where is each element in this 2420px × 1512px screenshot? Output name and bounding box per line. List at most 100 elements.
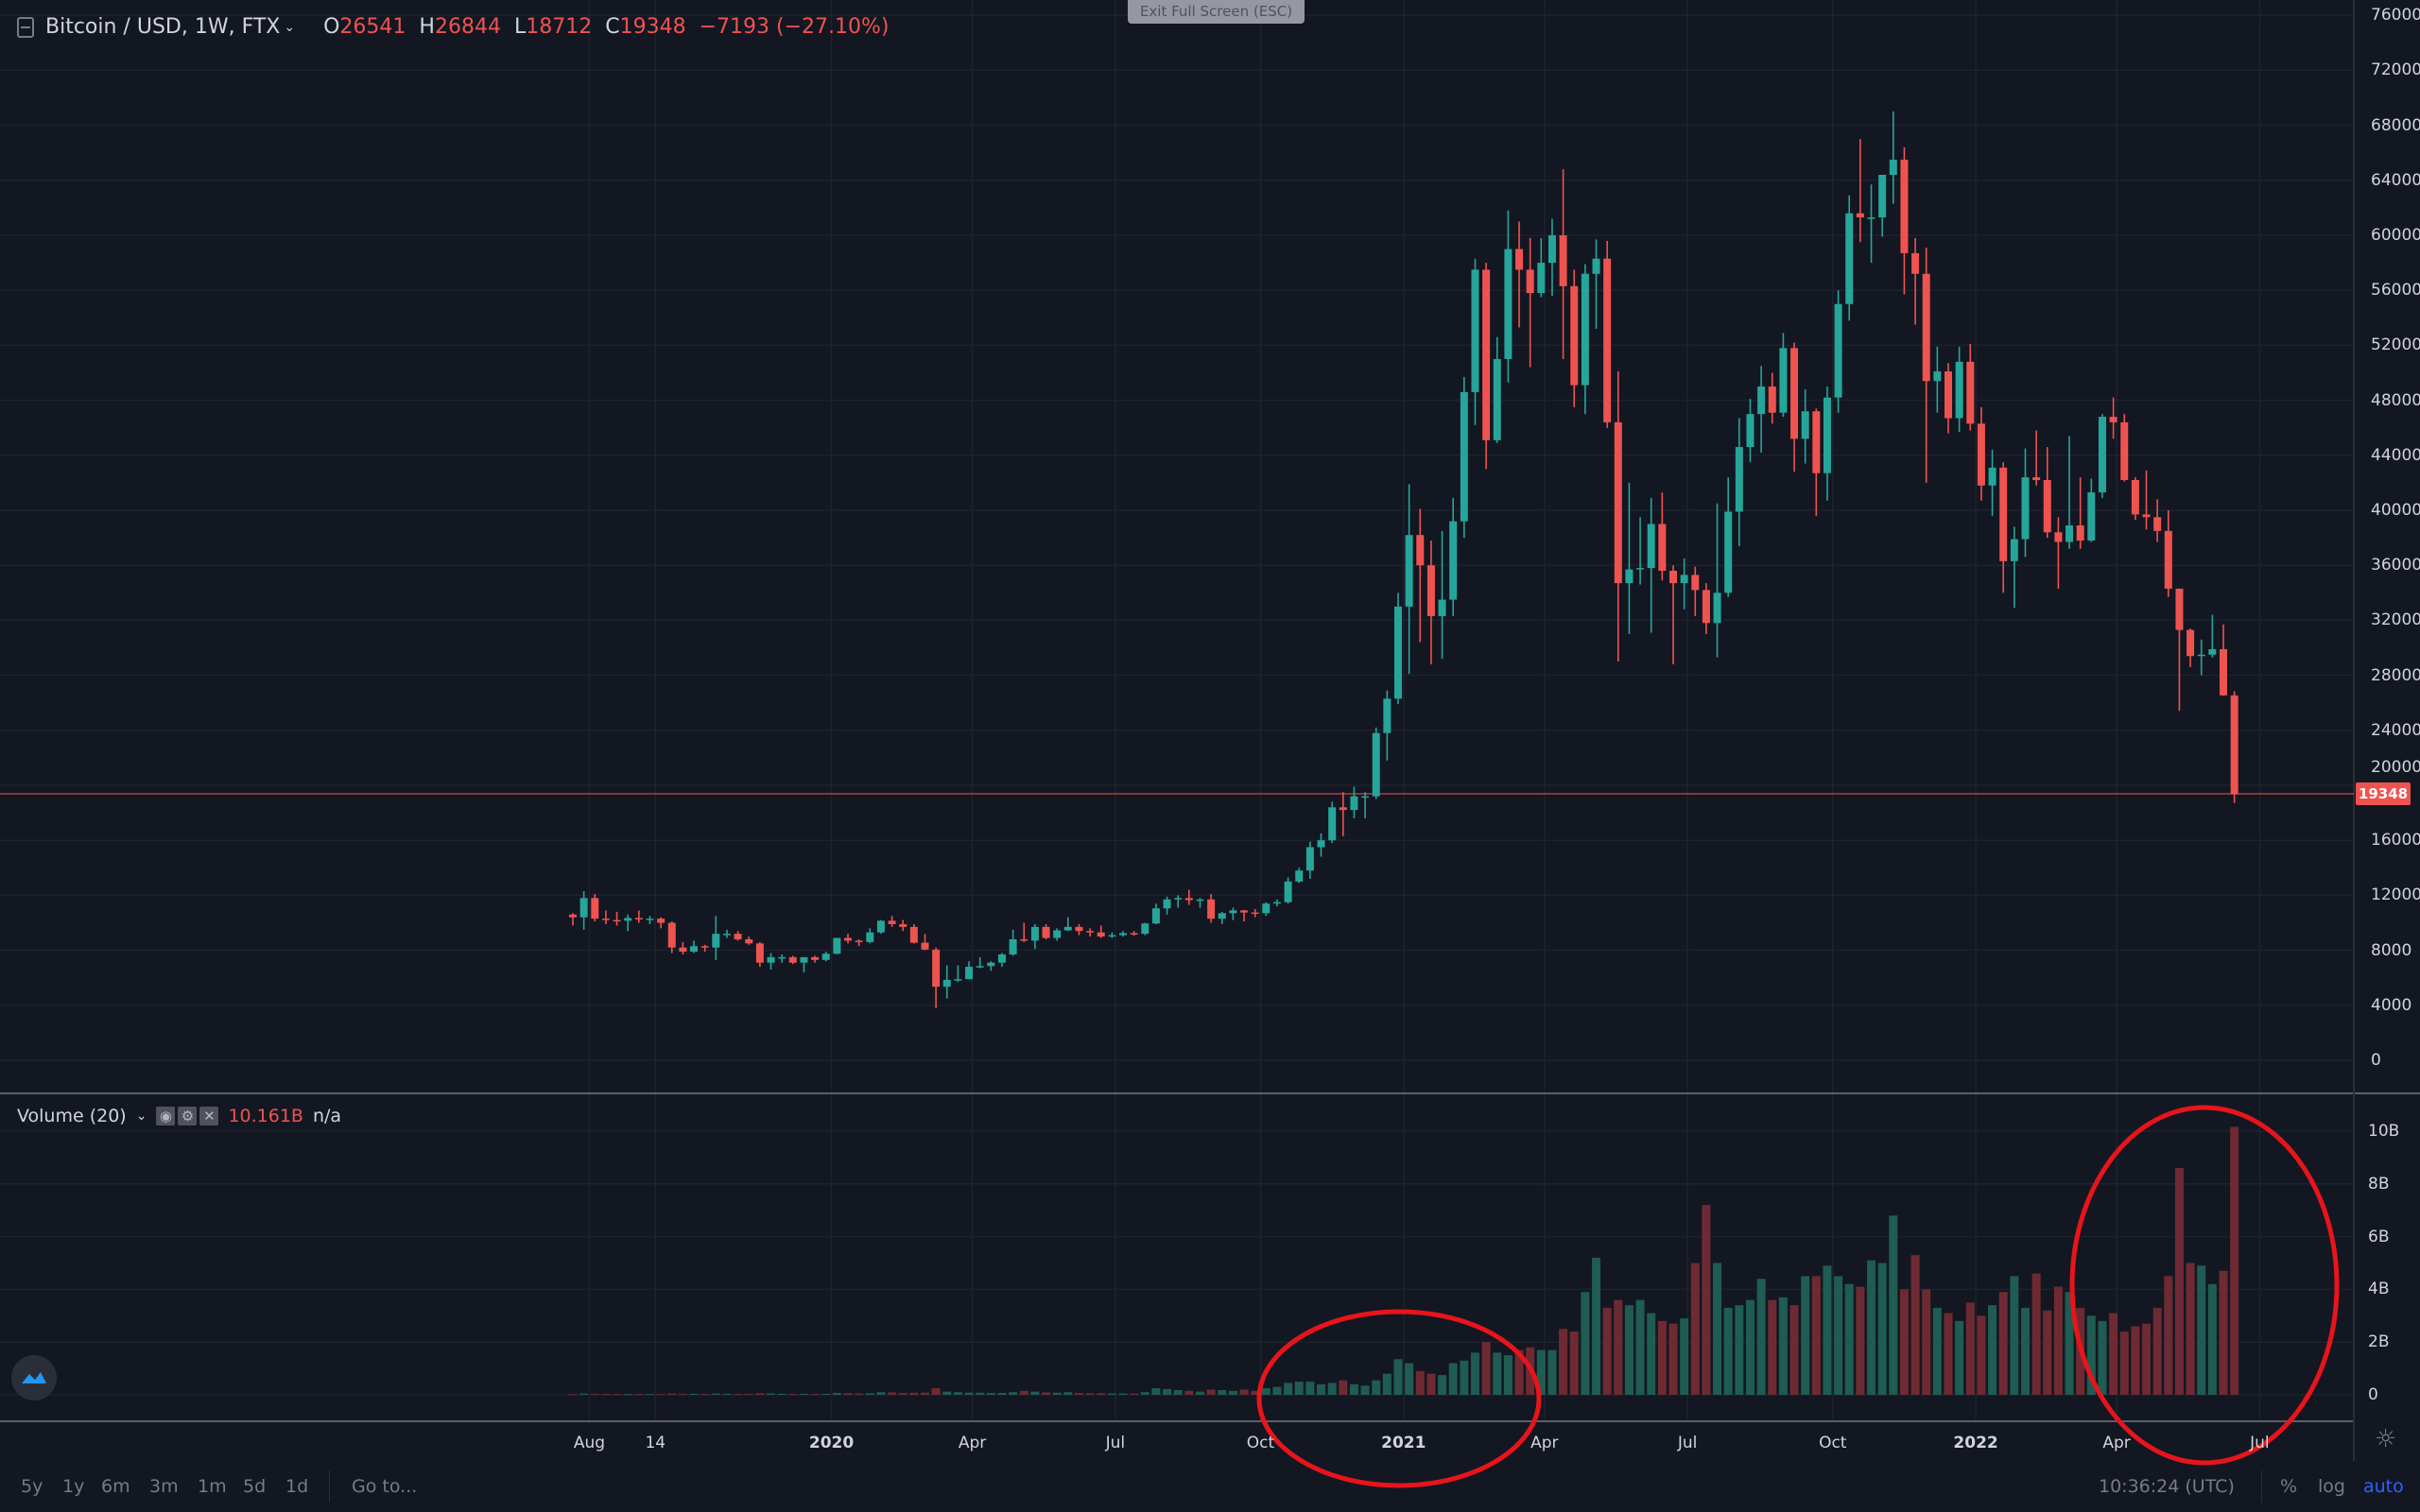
annotation-ellipse-2022[interactable]: [2069, 1105, 2340, 1466]
bottom-toolbar: 5y 1y 6m 3m 1m 5d 1d Go to... 10:36:24 (…: [0, 1461, 2420, 1512]
volume-tick: 6B: [2368, 1227, 2390, 1246]
settings-gear-icon[interactable]: ☼: [2375, 1425, 2397, 1453]
price-tick: 52000: [2371, 335, 2420, 355]
candle-body: [2164, 530, 2172, 589]
volume-bar: [1834, 1276, 1843, 1395]
eye-icon[interactable]: ◉: [156, 1107, 176, 1125]
gear-icon[interactable]: ⚙: [178, 1107, 198, 1125]
price-tick: 8000: [2371, 940, 2412, 960]
volume-bar: [1239, 1389, 1249, 1395]
volume-bar: [601, 1394, 611, 1396]
volume-bar: [1624, 1305, 1634, 1395]
volume-bar: [1163, 1388, 1172, 1395]
volume-tick: 2B: [2368, 1332, 2390, 1352]
candle-body: [1361, 796, 1370, 799]
percent-toggle[interactable]: %: [2280, 1476, 2298, 1497]
candle-body: [1999, 467, 2008, 561]
candle-body: [1130, 933, 1138, 935]
volume-bar: [2086, 1315, 2096, 1395]
candle-body: [1305, 847, 1314, 871]
candle-body: [591, 898, 599, 919]
volume-bar: [2065, 1292, 2074, 1395]
volume-bar: [579, 1393, 589, 1395]
price-tick: 56000: [2371, 281, 2420, 301]
volume-bar: [1889, 1215, 1898, 1395]
volume-bar: [1405, 1363, 1414, 1395]
volume-bar: [1702, 1205, 1711, 1395]
candle-body: [2076, 525, 2084, 541]
collapse-legend-icon[interactable]: [17, 16, 34, 38]
price-tick: 32000: [2371, 610, 2420, 630]
symbol-title[interactable]: Bitcoin / USD, 1W, FTX: [45, 15, 281, 39]
candle-body: [1229, 910, 1237, 914]
volume-bar: [1602, 1307, 1612, 1395]
exit-fullscreen-tooltip[interactable]: Exit Full Screen (ESC): [1128, 0, 1305, 24]
volume-bar: [1030, 1391, 1040, 1395]
volume-bar: [964, 1392, 974, 1395]
volume-tick: 8B: [2368, 1174, 2390, 1194]
volume-bar: [734, 1394, 743, 1396]
volume-bar: [799, 1393, 808, 1395]
candle-body: [876, 920, 885, 933]
volume-bar: [1867, 1260, 1876, 1395]
volume-bar: [1218, 1389, 1227, 1395]
volume-tick: 4B: [2368, 1280, 2390, 1299]
annotation-ellipse-2020-2021[interactable]: [1256, 1309, 1542, 1488]
candle-body: [1812, 411, 1821, 473]
clock[interactable]: 10:36:24 (UTC): [2099, 1476, 2235, 1497]
volume-bar: [1448, 1363, 1458, 1395]
volume-bar: [2207, 1283, 2217, 1395]
goto-button[interactable]: Go to...: [352, 1476, 418, 1497]
volume-bar: [2174, 1168, 2184, 1395]
candle-body: [1625, 569, 1634, 584]
range-1m[interactable]: 1m: [198, 1476, 227, 1497]
range-5y[interactable]: 5y: [21, 1476, 43, 1497]
auto-toggle[interactable]: auto: [2363, 1476, 2404, 1497]
candle-body: [1526, 269, 1534, 294]
volume-bar: [1647, 1313, 1656, 1395]
volume-bar: [1294, 1382, 1304, 1395]
volume-bar: [1349, 1383, 1358, 1395]
volume-bar: [1910, 1255, 1920, 1395]
chevron-down-icon[interactable]: ⌄: [135, 1108, 147, 1124]
candle-body: [2142, 514, 2151, 518]
volume-bar: [1735, 1305, 1744, 1395]
chevron-down-icon[interactable]: ⌄: [284, 19, 296, 35]
candle-body: [1372, 732, 1380, 797]
candle-body: [2197, 654, 2205, 657]
volume-bar: [1635, 1299, 1645, 1395]
candle-body: [888, 920, 896, 924]
candle-body: [2153, 517, 2162, 531]
volume-bar: [590, 1393, 599, 1395]
volume-bar: [1261, 1388, 1270, 1395]
volume-bar: [1680, 1318, 1689, 1395]
volume-bar: [876, 1392, 886, 1395]
volume-bar: [1877, 1263, 1887, 1395]
volume-bar: [1569, 1332, 1579, 1395]
volume-tick: 10B: [2368, 1122, 2400, 1141]
tradingview-logo[interactable]: [11, 1355, 57, 1400]
volume-bar: [1481, 1342, 1491, 1395]
volume-bar: [888, 1392, 897, 1395]
volume-bar: [1305, 1382, 1315, 1395]
candle-body: [1966, 361, 1975, 424]
log-toggle[interactable]: log: [2318, 1476, 2345, 1497]
candle-body: [1174, 898, 1183, 900]
candle-body: [2066, 525, 2074, 542]
close-icon[interactable]: ✕: [199, 1107, 219, 1125]
range-6m[interactable]: 6m: [101, 1476, 130, 1497]
candle-body: [1658, 524, 1667, 572]
candle-body: [1207, 899, 1216, 919]
volume-title[interactable]: Volume (20): [17, 1106, 127, 1126]
annotations[interactable]: [1256, 1105, 2340, 1488]
range-5d[interactable]: 5d: [243, 1476, 267, 1497]
divider: [329, 1470, 330, 1503]
time-tick: 14: [645, 1434, 666, 1452]
range-1y[interactable]: 1y: [62, 1476, 85, 1497]
range-1d[interactable]: 1d: [285, 1476, 309, 1497]
volume-bar: [645, 1394, 654, 1396]
range-3m[interactable]: 3m: [149, 1476, 179, 1497]
candle-body: [1350, 796, 1358, 811]
candle-body: [1691, 575, 1700, 591]
